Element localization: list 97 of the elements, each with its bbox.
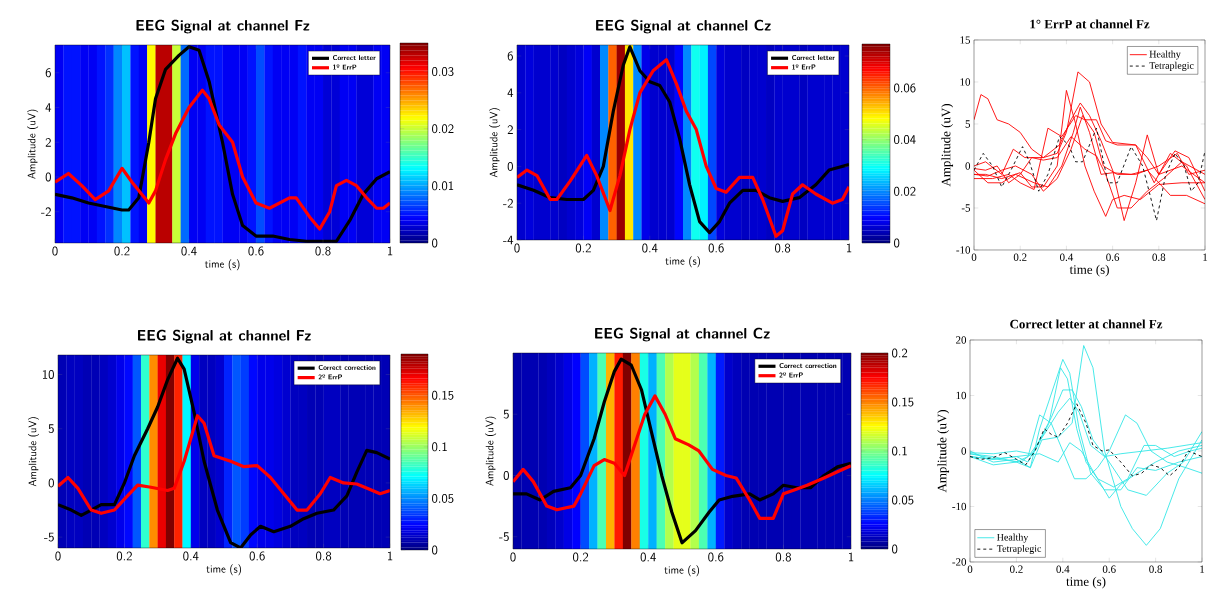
y-tick-label: -2 (503, 198, 513, 208)
chart-title: EEG Signal at channel Cz (595, 327, 770, 342)
y-tick-label: 4 (45, 103, 52, 112)
color-bar-label: 0.15 (892, 397, 914, 407)
x-tick-label: 0.4 (640, 552, 656, 562)
y-axis-title: Amplitude (uV) (937, 410, 950, 493)
chart-title: 1° ErrP at channel Fz (1030, 19, 1150, 29)
x-tick-label: 0.8 (1152, 253, 1166, 261)
x-tick-label: 1 (846, 243, 852, 253)
x-tick-label: 0.8 (316, 551, 332, 561)
color-bar-label: 0.02 (432, 124, 454, 134)
y-tick-label: 10 (42, 369, 54, 380)
y-tick-label: -5 (44, 532, 54, 542)
y-tick-label: 2 (507, 125, 513, 134)
y-axis-title: Amplitude (uV) (485, 416, 497, 486)
y-tick-label: 0 (961, 447, 967, 455)
x-tick-label: 0.4 (642, 243, 658, 253)
x-tick-label: 1 (387, 551, 393, 561)
x-tick-label: 0.2 (116, 551, 132, 561)
y-tick-label: -20 (952, 558, 967, 566)
y-tick-label: -5 (499, 532, 509, 542)
y-tick-label: 0 (48, 478, 54, 488)
x-tick-label: 0.4 (181, 246, 197, 256)
y-tick-label: -4 (503, 235, 514, 245)
x-tick-label: 0.8 (775, 243, 791, 253)
x-tick-label: 0.8 (315, 246, 331, 256)
y-tick-label: -10 (956, 246, 971, 254)
x-tick-label: 0.2 (1013, 253, 1027, 261)
x-tick-label: 1 (1203, 253, 1208, 261)
y-tick-label: 0 (965, 162, 971, 170)
y-axis-title: Amplitude (uV) (489, 108, 501, 178)
y-tick-label: 4 (507, 88, 514, 98)
chart-title: Correct letter at channel Fz (1010, 319, 1163, 329)
x-tick-label: 0.6 (708, 552, 724, 562)
x-tick-label: 1 (848, 552, 854, 562)
legend-label: Tetraplegic (1149, 61, 1194, 71)
x-tick-label: 0.6 (249, 551, 265, 561)
color-bar-label: 0.05 (432, 493, 454, 503)
x-axis-title: time (s) (665, 256, 700, 268)
y-tick-label: 15 (960, 36, 971, 44)
x-tick-label: 0.4 (1059, 253, 1074, 261)
y-tick-label: 20 (956, 336, 967, 344)
y-axis-title: Amplitude (uV) (941, 104, 954, 187)
color-bar-label: 0 (892, 544, 898, 554)
x-tick-label: 0.6 (708, 243, 724, 253)
x-tick-label: 0.4 (183, 551, 199, 561)
x-tick-label: 0 (971, 253, 977, 261)
x-tick-label: 0.2 (1009, 565, 1023, 573)
color-bar-label: 0.2 (892, 348, 908, 358)
chart-title: EEG Signal at channel Fz (136, 19, 310, 34)
chart-title: EEG Signal at channel Cz (596, 19, 771, 34)
color-bar-label: 0.03 (432, 67, 454, 77)
x-tick-label: 1 (1200, 565, 1205, 573)
y-tick-label: 5 (503, 409, 509, 419)
y-tick-label: 0 (503, 470, 509, 480)
x-axis-title: time (s) (206, 564, 241, 576)
y-tick-label: 10 (960, 78, 971, 86)
y-tick-label: -2 (41, 207, 51, 217)
y-tick-label: 10 (956, 391, 967, 400)
y-tick-label: -10 (952, 502, 967, 511)
color-bar-label: 0.01 (432, 181, 454, 191)
y-tick-label: 5 (965, 120, 971, 128)
legend-label: Healthy (1149, 50, 1181, 60)
y-axis-title: Amplitude (uV) (27, 417, 39, 487)
legend-label: Healthy (997, 533, 1029, 543)
color-bar-label: 0.04 (894, 135, 916, 145)
color-bar-label: 0.1 (432, 442, 447, 452)
y-tick-label: -5 (961, 204, 971, 212)
chart-title: EEG Signal at channel Fz (138, 329, 311, 344)
x-tick-label: 0.6 (1106, 253, 1120, 261)
x-tick-label: 0.6 (1102, 565, 1116, 573)
legend-label: Tetraplegic (996, 544, 1042, 555)
x-axis-title: time (s) (204, 259, 240, 271)
x-tick-label: 0.2 (575, 243, 591, 253)
x-tick-label: 1 (387, 246, 393, 256)
y-axis-title: Amplitude (uV) (27, 109, 39, 179)
color-bar-label: 0.15 (432, 390, 454, 400)
x-axis-title: time (s) (1066, 576, 1106, 589)
color-bar-label: 0.05 (892, 495, 914, 505)
x-tick-label: 0.8 (1149, 565, 1163, 573)
x-tick-label: 0.2 (573, 552, 589, 562)
x-tick-label: 0.8 (775, 552, 791, 562)
y-tick-label: 6 (507, 51, 513, 61)
y-tick-label: 6 (45, 68, 51, 78)
x-tick-label: 0.2 (114, 246, 130, 256)
x-tick-label: 0.6 (248, 246, 264, 256)
x-tick-label: 0.4 (1056, 565, 1070, 573)
x-tick-label: 0 (55, 551, 61, 561)
color-bar-label: 0.06 (894, 83, 916, 93)
color-bar-label: 0.02 (894, 186, 916, 196)
x-axis-title: time (s) (1069, 264, 1109, 277)
y-tick-label: 2 (45, 137, 51, 147)
y-tick-label: 5 (48, 424, 54, 434)
color-bar-label: 0.1 (892, 446, 907, 456)
y-tick-label: 0 (507, 161, 513, 171)
y-tick-label: 0 (45, 172, 51, 182)
x-axis-title: time (s) (664, 565, 699, 577)
